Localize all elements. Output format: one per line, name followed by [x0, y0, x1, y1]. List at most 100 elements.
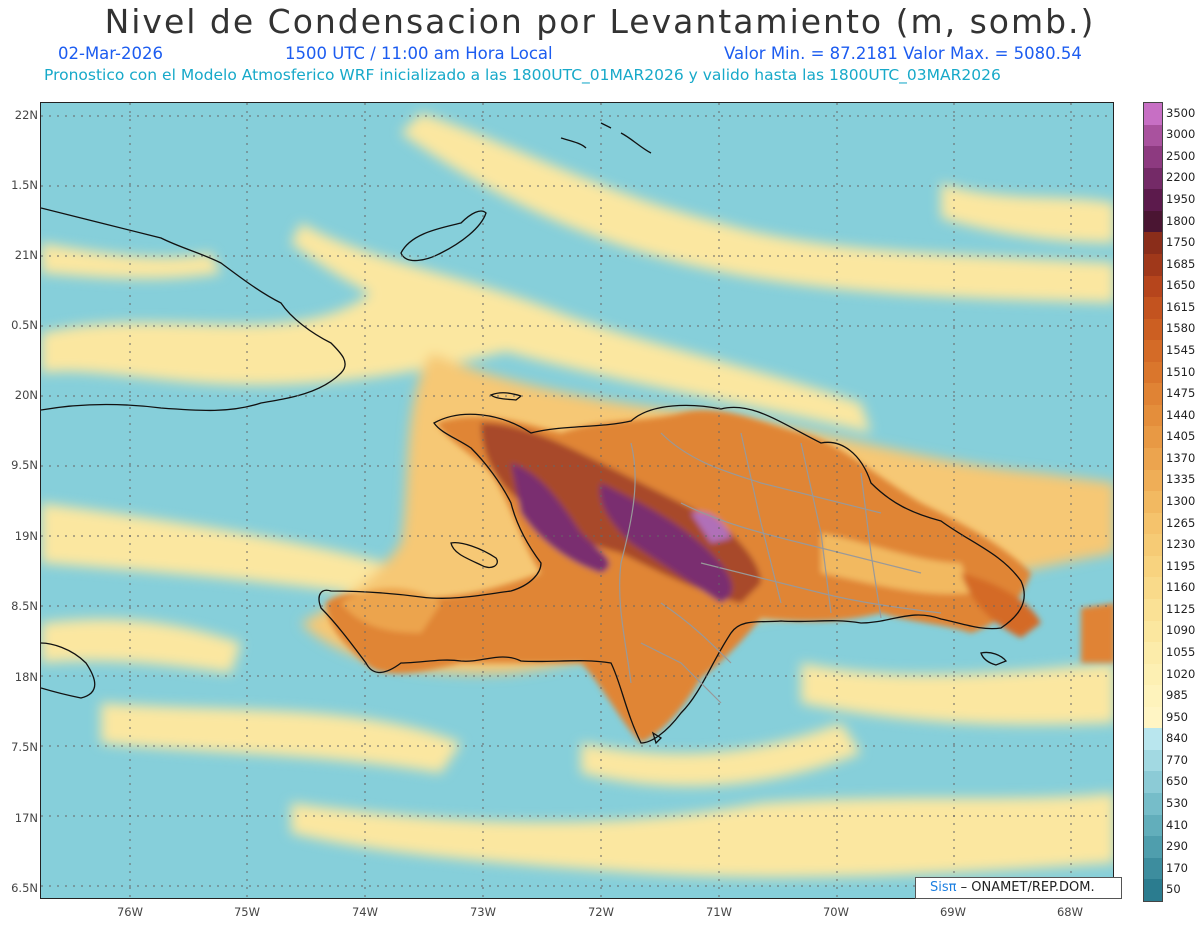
- value-range: Valor Min. = 87.2181 Valor Max. = 5080.5…: [724, 44, 1082, 63]
- inagua-coast: [400, 210, 487, 262]
- colorbar-swatch: [1144, 814, 1162, 837]
- colorbar-label: 1020: [1166, 666, 1196, 681]
- colorbar-label: 1440: [1166, 407, 1196, 422]
- lat-label-18n: 18N: [14, 670, 38, 684]
- colorbar-label: 1510: [1166, 364, 1196, 379]
- colorbar-label: 50: [1166, 882, 1181, 897]
- colorbar-swatch: [1144, 469, 1162, 492]
- colorbar-swatch: [1144, 146, 1162, 168]
- lon-label-72w: 72W: [587, 905, 615, 919]
- colorbar-swatch: [1144, 620, 1162, 643]
- colorbar-label: 1125: [1166, 601, 1196, 616]
- colorbar-label: 1405: [1166, 429, 1196, 444]
- colorbar-swatch: [1144, 383, 1162, 405]
- colorbar-label: 1265: [1166, 515, 1196, 530]
- colorbar-swatch: [1144, 598, 1162, 621]
- colorbar-label: 770: [1166, 752, 1188, 767]
- colorbar-swatch: [1144, 836, 1162, 858]
- colorbar-label: 1335: [1166, 472, 1196, 487]
- colorbar-label: 1230: [1166, 537, 1196, 552]
- lat-label-16-5n: 6.5N: [11, 881, 38, 895]
- colorbar-label: 1950: [1166, 192, 1196, 207]
- provincial-borders: [619, 432, 942, 704]
- colorbar-swatch: [1144, 793, 1162, 815]
- colorbar-label: 2500: [1166, 148, 1196, 163]
- colorbar-swatch: [1144, 555, 1162, 578]
- lat-label-19-5n: 9.5N: [11, 458, 38, 472]
- colorbar-label: 1090: [1166, 623, 1196, 638]
- forecast-time: 1500 UTC / 11:00 am Hora Local: [285, 44, 553, 63]
- colorbar-label: 410: [1166, 817, 1188, 832]
- colorbar-swatch: [1144, 167, 1162, 190]
- island-shading: [326, 410, 1113, 743]
- colorbar-label: 2200: [1166, 170, 1196, 185]
- colorbar-label: 1615: [1166, 299, 1196, 314]
- colorbar-label: 1685: [1166, 256, 1196, 271]
- colorbar-label: 1750: [1166, 235, 1196, 250]
- graticule: [41, 103, 1113, 898]
- colorbar-swatch: [1144, 340, 1162, 362]
- lon-label-74w: 74W: [351, 905, 379, 919]
- colorbar-swatch: [1144, 879, 1162, 901]
- colorbar-label: 1800: [1166, 213, 1196, 228]
- colorbar-swatch: [1144, 577, 1162, 599]
- colorbar: [1143, 102, 1163, 902]
- colorbar-swatch: [1144, 404, 1162, 427]
- colorbar-swatch: [1144, 318, 1162, 341]
- colorbar-swatch: [1144, 749, 1162, 772]
- lat-label-17-5n: 7.5N: [11, 740, 38, 754]
- tortuga-coast: [489, 392, 523, 401]
- colorbar-swatch: [1144, 663, 1162, 686]
- colorbar-swatch: [1144, 275, 1162, 298]
- colorbar-swatch: [1144, 103, 1162, 125]
- turks-coast: [560, 122, 652, 154]
- colorbar-swatch: [1144, 232, 1162, 254]
- colorbar-label: 1055: [1166, 644, 1196, 659]
- map-panel: [40, 102, 1114, 899]
- colorbar-swatch: [1144, 210, 1162, 233]
- colorbar-label: 840: [1166, 731, 1188, 746]
- colorbar-swatch: [1144, 706, 1162, 729]
- forecast-date: 02-Mar-2026: [58, 44, 163, 63]
- colorbar-label: 1300: [1166, 494, 1196, 508]
- colorbar-swatch: [1144, 297, 1162, 319]
- lat-label-22n: 22N: [14, 108, 38, 122]
- colorbar-swatch: [1144, 771, 1162, 793]
- credit-text: – ONAMET/REP.DOM.: [956, 880, 1095, 895]
- jamaica-coast: [41, 642, 96, 699]
- colorbar-swatch: [1144, 857, 1162, 880]
- colorbar-swatch: [1144, 491, 1162, 513]
- lon-label-75w: 75W: [233, 905, 261, 919]
- lat-label-21n: 21N: [14, 248, 38, 262]
- colorbar-swatch: [1144, 534, 1162, 556]
- colorbar-swatch: [1144, 512, 1162, 535]
- colorbar-swatch: [1144, 685, 1162, 707]
- lon-label-69w: 69W: [939, 905, 967, 919]
- lat-label-19n: 19N: [14, 529, 38, 543]
- gonave-coast: [450, 542, 498, 569]
- colorbar-label: 290: [1166, 839, 1188, 854]
- colorbar-label: 170: [1166, 860, 1188, 875]
- colorbar-label: 1160: [1166, 580, 1196, 595]
- colorbar-label: 1650: [1166, 278, 1196, 293]
- lon-label-68w: 68W: [1056, 905, 1084, 919]
- lon-label-76w: 76W: [116, 905, 144, 919]
- coastlines: [41, 122, 1025, 745]
- colorbar-swatch: [1144, 253, 1162, 276]
- model-info: Pronostico con el Modelo Atmosferico WRF…: [44, 66, 1001, 84]
- lon-label-70w: 70W: [822, 905, 850, 919]
- map-title: Nivel de Condensacion por Levantamiento …: [104, 2, 1096, 41]
- colorbar-label: 1370: [1166, 450, 1196, 465]
- colorbar-swatch: [1144, 361, 1162, 384]
- lat-label-20-5n: 0.5N: [11, 318, 38, 332]
- lon-label-71w: 71W: [705, 905, 733, 919]
- colorbar-label: 3500: [1166, 105, 1196, 120]
- colorbar-swatch: [1144, 426, 1162, 448]
- lat-label-20n: 20N: [14, 388, 38, 402]
- colorbar-label: 650: [1166, 774, 1188, 789]
- colorbar-label: 985: [1166, 688, 1188, 703]
- lcl-map: [41, 103, 1113, 898]
- colorbar-label: 530: [1166, 795, 1188, 810]
- colorbar-swatch: [1144, 642, 1162, 664]
- cuba-coast: [41, 207, 346, 412]
